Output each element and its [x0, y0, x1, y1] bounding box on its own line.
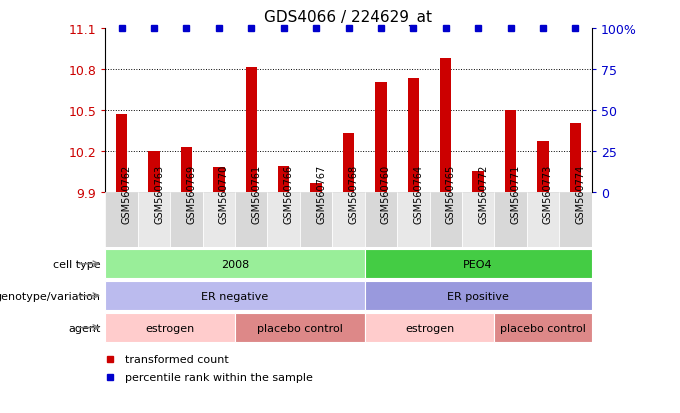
Bar — [105, 192, 138, 248]
Text: GSM560764: GSM560764 — [413, 164, 424, 223]
Bar — [105, 250, 364, 278]
Text: GSM560768: GSM560768 — [348, 164, 358, 223]
Text: GSM560772: GSM560772 — [478, 164, 488, 223]
Bar — [397, 192, 430, 248]
Text: GSM560766: GSM560766 — [284, 164, 294, 223]
Text: GSM560763: GSM560763 — [154, 164, 164, 223]
Bar — [116, 114, 127, 192]
Text: GSM560770: GSM560770 — [219, 164, 229, 223]
Text: estrogen: estrogen — [405, 323, 454, 333]
Bar — [375, 83, 387, 192]
Bar — [203, 192, 235, 248]
Bar — [364, 313, 494, 342]
Bar — [407, 79, 419, 192]
Bar — [148, 151, 160, 192]
Text: GSM560774: GSM560774 — [575, 164, 585, 223]
Bar — [537, 142, 549, 192]
Text: 2008: 2008 — [221, 259, 249, 269]
Text: GSM560760: GSM560760 — [381, 164, 391, 223]
Text: cell type: cell type — [53, 259, 101, 269]
Bar — [494, 313, 592, 342]
Bar — [235, 192, 267, 248]
Bar — [364, 282, 592, 310]
Text: estrogen: estrogen — [146, 323, 195, 333]
Text: ER positive: ER positive — [447, 291, 509, 301]
Text: GSM560773: GSM560773 — [543, 164, 553, 223]
Text: PEO4: PEO4 — [463, 259, 493, 269]
Bar — [527, 192, 559, 248]
Bar — [343, 133, 354, 192]
Text: placebo control: placebo control — [500, 323, 586, 333]
Text: ER negative: ER negative — [201, 291, 269, 301]
Bar — [138, 192, 170, 248]
Bar — [245, 68, 257, 192]
Text: transformed count: transformed count — [125, 354, 228, 364]
Text: agent: agent — [68, 323, 101, 333]
Bar — [105, 313, 235, 342]
Bar — [170, 192, 203, 248]
Bar — [333, 192, 364, 248]
Bar — [570, 124, 581, 192]
Bar — [310, 184, 322, 192]
Title: GDS4066 / 224629_at: GDS4066 / 224629_at — [265, 10, 432, 26]
Text: GSM560769: GSM560769 — [186, 164, 197, 223]
Bar — [213, 168, 224, 192]
Text: GSM560761: GSM560761 — [252, 164, 261, 223]
Bar — [364, 250, 592, 278]
Text: GSM560765: GSM560765 — [446, 164, 456, 223]
Bar — [430, 192, 462, 248]
Bar — [462, 192, 494, 248]
Bar — [440, 59, 452, 192]
Bar — [181, 147, 192, 192]
Text: GSM560771: GSM560771 — [511, 164, 521, 223]
Bar — [267, 192, 300, 248]
Bar — [300, 192, 333, 248]
Bar — [278, 166, 290, 192]
Bar — [505, 110, 516, 192]
Bar — [559, 192, 592, 248]
Bar — [364, 192, 397, 248]
Bar — [473, 172, 484, 192]
Text: placebo control: placebo control — [257, 323, 343, 333]
Bar — [235, 313, 364, 342]
Bar — [105, 282, 364, 310]
Text: genotype/variation: genotype/variation — [0, 291, 101, 301]
Bar — [494, 192, 527, 248]
Text: GSM560762: GSM560762 — [122, 164, 132, 223]
Text: GSM560767: GSM560767 — [316, 164, 326, 223]
Text: percentile rank within the sample: percentile rank within the sample — [125, 373, 313, 382]
